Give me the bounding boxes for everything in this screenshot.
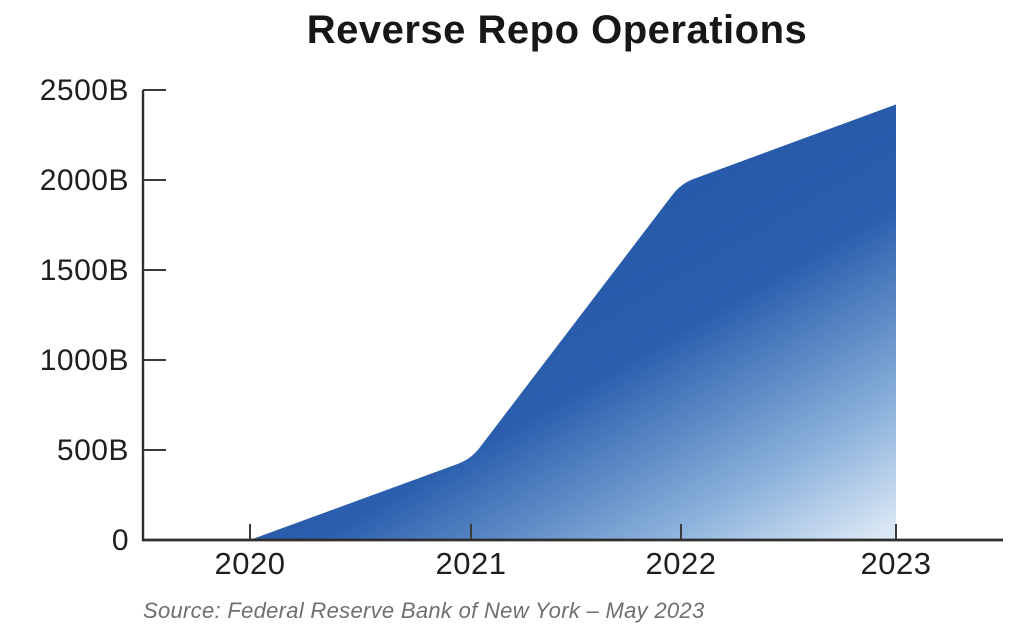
y-tick-label: 1500B (40, 254, 129, 287)
y-tick-group (143, 89, 166, 451)
y-tick-label: 2500B (40, 74, 129, 107)
chart-title: Reverse Repo Operations (306, 8, 808, 52)
x-tick-group (249, 524, 897, 539)
x-tick-label: 2023 (861, 546, 932, 581)
axes (141, 90, 1003, 542)
y-tick-label: 500B (57, 434, 129, 467)
x-tick-label: 2020 (215, 546, 286, 581)
area-series (250, 104, 896, 541)
x-tick-label: 2022 (646, 546, 717, 581)
y-tick-label: 0 (112, 524, 129, 557)
x-tick-label: 2021 (436, 546, 507, 581)
x-label-group: 2020 2021 2022 2023 (215, 546, 932, 581)
y-label-group: 0 500B 1000B 1500B 2000B 2500B (40, 74, 129, 557)
y-tick-label: 1000B (40, 344, 129, 377)
y-tick-label: 2000B (40, 164, 129, 197)
source-caption: Source: Federal Reserve Bank of New York… (143, 598, 705, 623)
